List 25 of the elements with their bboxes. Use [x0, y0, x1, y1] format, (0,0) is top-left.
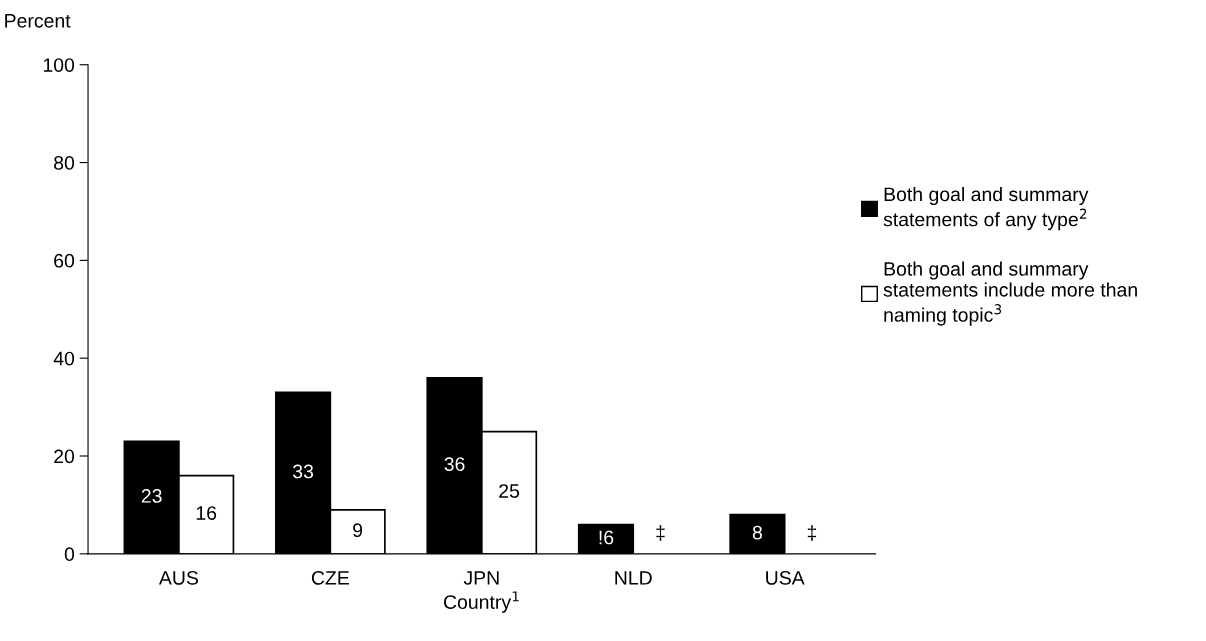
- data-label: 36: [444, 457, 465, 472]
- legend-label: Both goal and summary statements include more than naming topic$^{3}$: [883, 261, 1137, 326]
- x-tick-label: USA: [766, 571, 805, 585]
- data-label: 33: [293, 464, 314, 479]
- x-tick-label: AUS: [158, 571, 198, 585]
- text: ‡: [656, 525, 665, 541]
- x-tick-label: CZE: [311, 571, 349, 585]
- data-label: 23: [141, 489, 162, 503]
- y-axis-title: Percent: [5, 14, 71, 28]
- x-axis-title: Country$^{1}$: [443, 591, 519, 613]
- y-tick-label: 40: [53, 351, 75, 366]
- x-tick-label: NLD: [615, 571, 652, 585]
- data-label: 25: [499, 484, 520, 498]
- data-label: 8: [752, 525, 762, 540]
- data-label: 16: [196, 506, 217, 520]
- y-tick-label: 20: [54, 449, 75, 464]
- y-tick-label: 100: [43, 58, 75, 72]
- y-tick-label: 60: [54, 253, 75, 268]
- legend-label: Both goal and summary statements of any type$^{2}$: [883, 186, 1089, 231]
- y-tick-label: 0: [64, 547, 75, 562]
- data-label: 9: [353, 523, 363, 538]
- x-tick-label: JPN: [463, 571, 499, 585]
- data-label: !6: [599, 530, 614, 545]
- y-tick-label: 80: [54, 156, 75, 170]
- text: ‡: [807, 525, 817, 541]
